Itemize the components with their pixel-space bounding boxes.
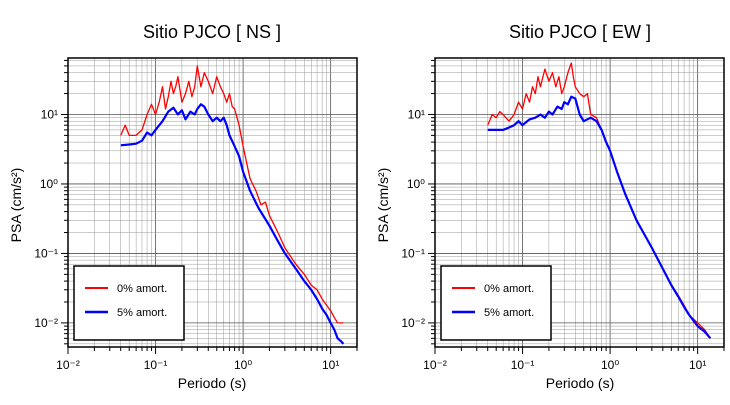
y-tick-label: 10⁻² [34,316,58,330]
chart-panel-ew: Sitio PJCO [ EW ] 10⁻² 10⁻¹ 10⁰ 10¹ 10⁻² 10⁻¹… [375,22,725,391]
series-line-1 [487,95,712,340]
legend-label-0: 0% amort. [484,283,534,295]
legend-label-1: 5% amort. [484,307,534,319]
y-tick-label: 10⁰ [407,177,425,191]
y-tick-label: 10⁻¹ [34,246,58,260]
chart-title: Sitio PJCO [ NS ] [143,22,281,42]
x-tick-label: 10⁻² [423,358,447,372]
y-tick-label: 10¹ [408,107,425,121]
x-tick-label: 10¹ [689,358,706,372]
chart-panel-ns: Sitio PJCO [ NS ] 10⁻² 10⁻¹ 10⁰ 10¹ 10⁻² 10⁻¹… [8,22,358,391]
legend-box [440,265,552,341]
plot-frame [67,57,358,348]
x-tick-label: 10⁰ [234,358,252,372]
y-tick-label: 10⁻¹ [401,246,425,260]
y-axis-label: PSA (cm/s²) [8,168,24,243]
legend: 0% amort. 5% amort. [73,265,185,341]
x-tick-label: 10⁰ [601,358,619,372]
y-tick-label: 10⁰ [40,177,58,191]
x-axis-label: Periodo (s) [546,375,614,391]
legend-box [73,265,185,341]
y-axis-label: PSA (cm/s²) [375,168,391,243]
plot-frame [434,57,725,348]
legend: 0% amort. 5% amort. [440,265,552,341]
x-axis-label: Periodo (s) [178,375,246,391]
chart-title: Sitio PJCO [ EW ] [509,22,651,42]
x-tick-label: 10⁻¹ [144,358,168,372]
x-tick-label: 10⁻¹ [511,358,535,372]
series-line-1 [120,103,345,345]
series-line-0 [120,65,344,324]
legend-label-0: 0% amort. [117,283,167,295]
x-tick-label: 10⁻² [56,358,80,372]
x-tick-label: 10¹ [322,358,339,372]
y-tick-label: 10¹ [41,107,58,121]
y-tick-label: 10⁻² [401,316,425,330]
legend-label-1: 5% amort. [117,307,167,319]
